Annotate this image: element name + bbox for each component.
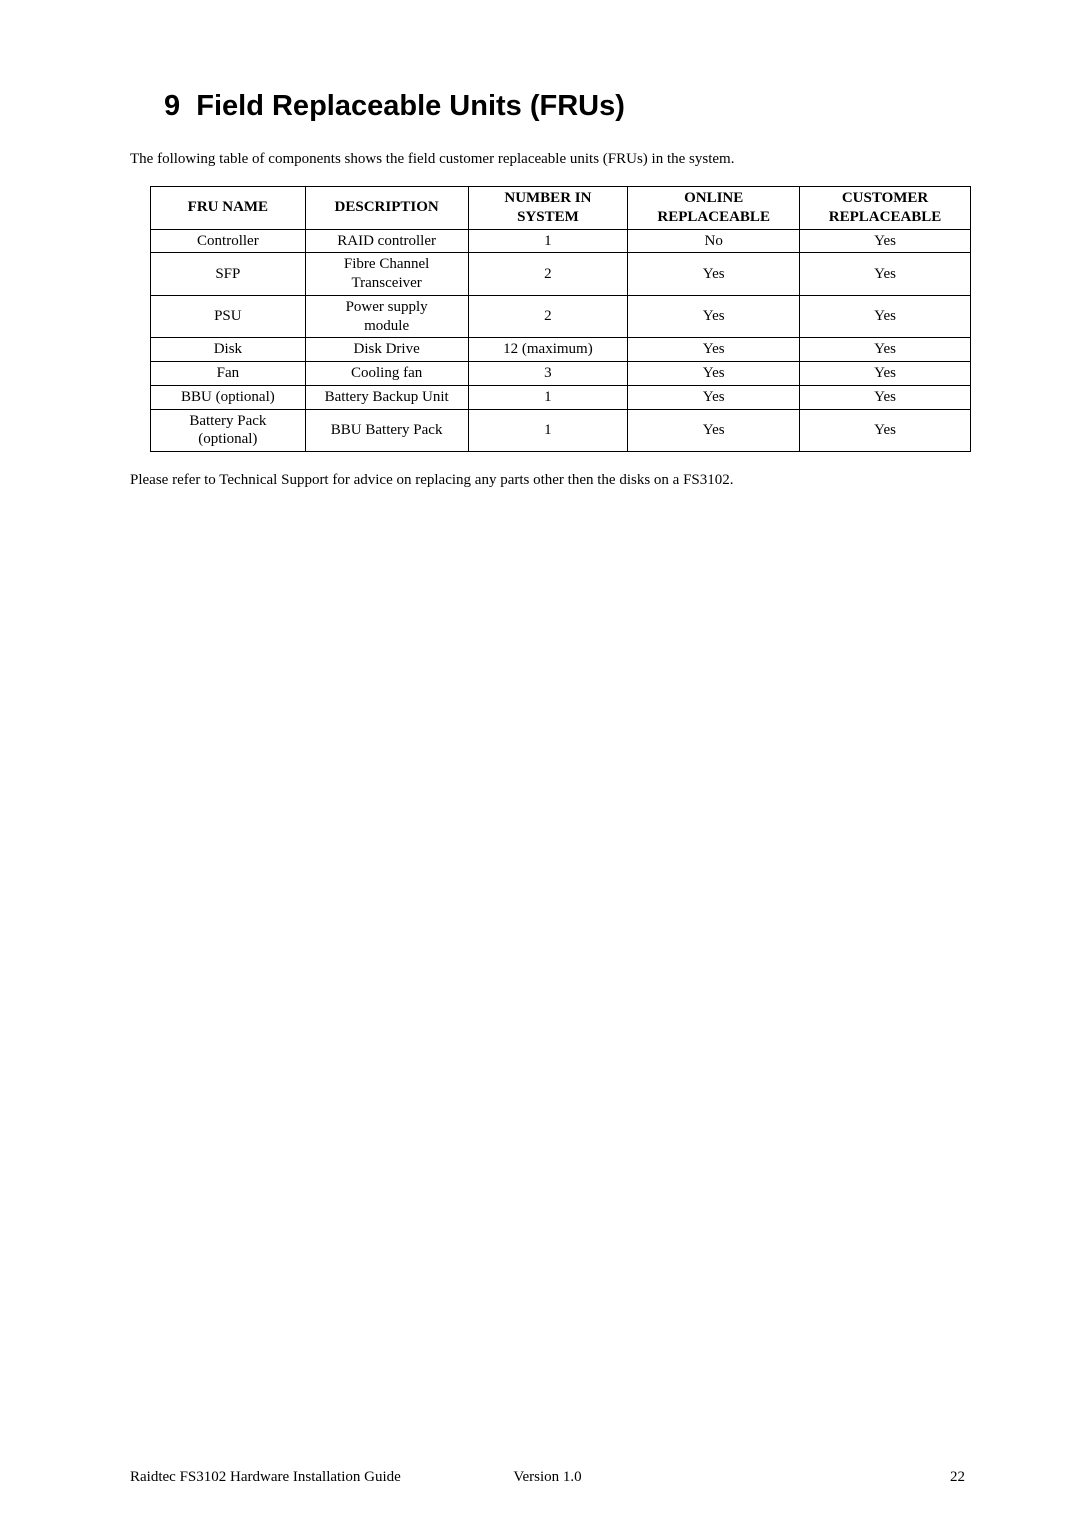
- table-row: BBU (optional) Battery Backup Unit 1 Yes…: [151, 385, 971, 409]
- cell-desc-line1: Power supply: [346, 299, 428, 315]
- table-row: Controller RAID controller 1 No Yes: [151, 229, 971, 253]
- cell-fru-name: Battery Pack (optional): [151, 409, 306, 452]
- table-row: Fan Cooling fan 3 Yes Yes: [151, 362, 971, 386]
- cell-customer: Yes: [800, 253, 971, 296]
- cell-desc-line2: module: [364, 318, 409, 334]
- cell-customer: Yes: [800, 362, 971, 386]
- cell-number: 1: [468, 385, 628, 409]
- header-online-line1: ONLINE: [684, 190, 743, 206]
- cell-customer: Yes: [800, 229, 971, 253]
- cell-fru-name: BBU (optional): [151, 385, 306, 409]
- cell-number: 3: [468, 362, 628, 386]
- cell-description: Battery Backup Unit: [305, 385, 468, 409]
- cell-online: Yes: [628, 338, 800, 362]
- fru-table: FRU NAME DESCRIPTION NUMBER IN SYSTEM ON…: [150, 186, 971, 452]
- cell-fru-name: Disk: [151, 338, 306, 362]
- header-online-replaceable: ONLINE REPLACEABLE: [628, 187, 800, 230]
- header-customer-replaceable: CUSTOMER REPLACEABLE: [800, 187, 971, 230]
- footer-version: Version 1.0: [513, 1469, 581, 1486]
- cell-desc-line1: Fibre Channel: [344, 256, 429, 272]
- table-row: Disk Disk Drive 12 (maximum) Yes Yes: [151, 338, 971, 362]
- cell-customer: Yes: [800, 409, 971, 452]
- cell-customer: Yes: [800, 338, 971, 362]
- cell-online: Yes: [628, 362, 800, 386]
- cell-number: 1: [468, 409, 628, 452]
- cell-desc-line2: Transceiver: [352, 275, 422, 291]
- cell-number: 2: [468, 295, 628, 338]
- cell-description: RAID controller: [305, 229, 468, 253]
- section-heading: 9 Field Replaceable Units (FRUs): [164, 90, 965, 123]
- cell-fru-name: Controller: [151, 229, 306, 253]
- header-online-line2: REPLACEABLE: [657, 209, 770, 225]
- cell-fru-name: SFP: [151, 253, 306, 296]
- footer-page-number: 22: [950, 1469, 965, 1486]
- header-fru-name: FRU NAME: [151, 187, 306, 230]
- cell-number: 12 (maximum): [468, 338, 628, 362]
- cell-customer: Yes: [800, 295, 971, 338]
- page-footer: Raidtec FS3102 Hardware Installation Gui…: [130, 1469, 965, 1486]
- cell-fru-line1: Battery Pack: [189, 413, 266, 429]
- cell-customer: Yes: [800, 385, 971, 409]
- intro-paragraph: The following table of components shows …: [130, 151, 965, 168]
- header-number-in-system: NUMBER IN SYSTEM: [468, 187, 628, 230]
- cell-online: Yes: [628, 295, 800, 338]
- closing-paragraph: Please refer to Technical Support for ad…: [130, 472, 965, 489]
- section-title-text: Field Replaceable Units (FRUs): [196, 90, 625, 122]
- section-number: 9: [164, 90, 180, 122]
- cell-fru-name: PSU: [151, 295, 306, 338]
- cell-number: 1: [468, 229, 628, 253]
- table-row: SFP Fibre Channel Transceiver 2 Yes Yes: [151, 253, 971, 296]
- cell-fru-line2: (optional): [198, 431, 257, 447]
- table-row: PSU Power supply module 2 Yes Yes: [151, 295, 971, 338]
- cell-number: 2: [468, 253, 628, 296]
- header-description: DESCRIPTION: [305, 187, 468, 230]
- cell-description: Fibre Channel Transceiver: [305, 253, 468, 296]
- cell-description: Disk Drive: [305, 338, 468, 362]
- table-header-row: FRU NAME DESCRIPTION NUMBER IN SYSTEM ON…: [151, 187, 971, 230]
- header-number-line2: SYSTEM: [517, 209, 579, 225]
- header-customer-line2: REPLACEABLE: [829, 209, 942, 225]
- cell-description: Power supply module: [305, 295, 468, 338]
- cell-online: Yes: [628, 253, 800, 296]
- cell-description: BBU Battery Pack: [305, 409, 468, 452]
- cell-online: No: [628, 229, 800, 253]
- footer-doc-title: Raidtec FS3102 Hardware Installation Gui…: [130, 1469, 401, 1486]
- cell-online: Yes: [628, 409, 800, 452]
- cell-description: Cooling fan: [305, 362, 468, 386]
- cell-online: Yes: [628, 385, 800, 409]
- cell-fru-name: Fan: [151, 362, 306, 386]
- header-number-line1: NUMBER IN: [504, 190, 591, 206]
- header-customer-line1: CUSTOMER: [842, 190, 928, 206]
- table-row: Battery Pack (optional) BBU Battery Pack…: [151, 409, 971, 452]
